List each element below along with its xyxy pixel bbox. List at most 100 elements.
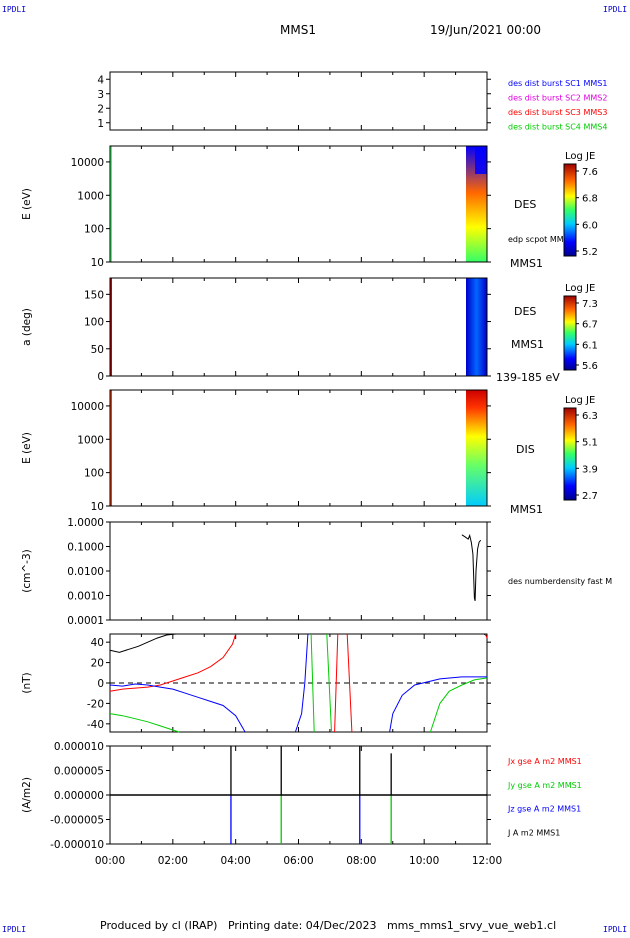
- y-tick-label: 0.000010: [54, 741, 104, 753]
- panel-frame: [109, 145, 488, 263]
- y-tick-label: 0.0001: [67, 615, 104, 627]
- colorbar-tick-label: 5.1: [582, 438, 598, 449]
- side-label: DES: [514, 305, 536, 318]
- y-axis-label: (cm^-3): [21, 549, 33, 592]
- y-axis-label: (A/m2): [21, 777, 33, 813]
- fgm-late-traces: [294, 633, 488, 733]
- y-tick-label: 0.0010: [67, 591, 104, 603]
- x-tick-label: 02:00: [158, 855, 188, 867]
- y-tick-label: -0.000010: [50, 839, 104, 851]
- des-pitch-burst-block: [466, 278, 487, 376]
- colorbar-tick-label: 3.9: [582, 464, 598, 475]
- y-tick-label: 0: [97, 678, 104, 690]
- y-tick-label: 50: [91, 344, 104, 356]
- y-tick-label: 0.0100: [67, 566, 104, 578]
- fgm-late-trace: [346, 633, 353, 733]
- y-tick-label: 0.000000: [54, 790, 104, 802]
- y-tick-label: 10000: [71, 157, 104, 169]
- y-tick-label: 150: [84, 289, 104, 301]
- series-line-0: [461, 533, 482, 602]
- fgm-late-trace: [429, 677, 488, 733]
- colorbar-tick-label: 5.2: [582, 247, 598, 258]
- panel-density: 0.0001 0.0010 0.0100 0.1000 1.0000 (cm^-3): [21, 517, 491, 627]
- legend-entry: Jz gse A m2 MMS1: [507, 805, 581, 814]
- panel-frame: [109, 277, 488, 377]
- y-tick-label: 2: [97, 103, 104, 115]
- des-energy-left-strip: [110, 146, 112, 262]
- side-label: DIS: [516, 443, 535, 456]
- legend-entry: des dist burst SC1 MMS1: [508, 79, 607, 88]
- side-label: MMS1: [510, 503, 543, 516]
- colorbar: [563, 163, 577, 257]
- legend-entry: des dist burst SC3 MMS3: [508, 108, 607, 117]
- panel-des-pitch: 0 50 100 150 a (deg): [21, 277, 491, 383]
- y-tick-label: 0.000005: [54, 766, 104, 778]
- fgm-late-trace: [294, 633, 309, 733]
- fgm-late-trace: [326, 633, 332, 733]
- y-tick-label: -40: [87, 719, 104, 731]
- dis-energy-burst-block: [466, 390, 487, 506]
- y-tick-label: 10: [91, 257, 104, 269]
- side-label: MMS1: [510, 257, 543, 270]
- des-energy-burst-block: [466, 146, 487, 262]
- panel-fgm: -40 -20 0 20 40 (nT): [21, 633, 491, 733]
- x-tick-label: 04:00: [221, 855, 251, 867]
- series-line-1: [109, 713, 180, 733]
- header-spacecraft: MMS1: [280, 23, 316, 37]
- panel-frame: [109, 71, 488, 131]
- y-tick-label: 0: [97, 371, 104, 383]
- corner-mark-br: IPDLI: [603, 925, 627, 934]
- y-tick-label: 1.0000: [67, 517, 104, 529]
- colorbar-tick-label: 5.6: [582, 361, 598, 372]
- panel-frame: [109, 521, 488, 621]
- panel-dis-energy: 10 100 1000 10000 E (eV): [21, 389, 491, 513]
- colorbar-tick-label: 6.8: [582, 194, 598, 205]
- y-axis-label: E (eV): [21, 432, 33, 464]
- x-tick-label: 00:00: [95, 855, 125, 867]
- colorbar-tick-label: 7.6: [582, 167, 598, 178]
- y-axis-label: (nT): [21, 672, 33, 693]
- dis-energy-spectrogram: [110, 390, 487, 506]
- fgm-late-trace: [484, 633, 488, 639]
- y-axis-label: E (eV): [21, 188, 33, 220]
- y-tick-label: 100: [84, 468, 104, 480]
- side-label: edp scpot MMS1: [508, 235, 574, 244]
- side-label: DES: [514, 198, 536, 211]
- colorbar-tick-label: 6.3: [582, 411, 598, 422]
- legend-entry: des numberdensity fast M: [508, 577, 612, 586]
- panel-frame: [109, 389, 488, 507]
- colorbar-tick-label: 2.7: [582, 491, 598, 502]
- y-tick-label: 4: [97, 74, 104, 86]
- series-line-3: [109, 633, 177, 653]
- x-tick-label: 08:00: [346, 855, 376, 867]
- y-tick-label: 20: [91, 658, 104, 670]
- colorbar: [563, 295, 577, 371]
- panel-current: -0.000010 -0.000005 0.000000 0.000005 0.0000…: [21, 741, 502, 867]
- colorbar-tick-label: 6.0: [582, 220, 598, 231]
- y-tick-label: 100: [84, 317, 104, 329]
- corner-mark-tl: IPDLI: [2, 5, 26, 14]
- colorbar-title: Log JE: [565, 283, 595, 294]
- y-tick-label: 10: [91, 501, 104, 513]
- colorbar-title: Log JE: [565, 395, 595, 406]
- colorbar-title: Log JE: [565, 151, 595, 162]
- fgm-late-trace: [389, 676, 487, 733]
- side-label: 139-185 eV: [496, 371, 560, 384]
- x-tick-label: 10:00: [409, 855, 439, 867]
- y-tick-label: 1000: [77, 190, 104, 202]
- panel-des-energy: 10 100 1000 10000 E (eV): [21, 145, 491, 269]
- x-tick-label: 12:00: [472, 855, 502, 867]
- des-pitch-left-strip: [110, 278, 112, 376]
- corner-mark-tr: IPDLI: [603, 5, 627, 14]
- y-tick-label: 40: [91, 637, 104, 649]
- header-date: 19/Jun/2021 00:00: [430, 23, 541, 37]
- footer-info: Produced by cl (IRAP) Printing date: 04/…: [100, 919, 556, 932]
- y-tick-label: 10000: [71, 401, 104, 413]
- colorbar-tick-label: 6.7: [582, 320, 598, 331]
- y-axis-label: a (deg): [21, 308, 33, 346]
- y-tick-label: 3: [97, 89, 104, 101]
- y-tick-label: 100: [84, 224, 104, 236]
- side-label: MMS1: [511, 338, 544, 351]
- corner-mark-bl: IPDLI: [2, 925, 26, 934]
- y-tick-label: 1000: [77, 434, 104, 446]
